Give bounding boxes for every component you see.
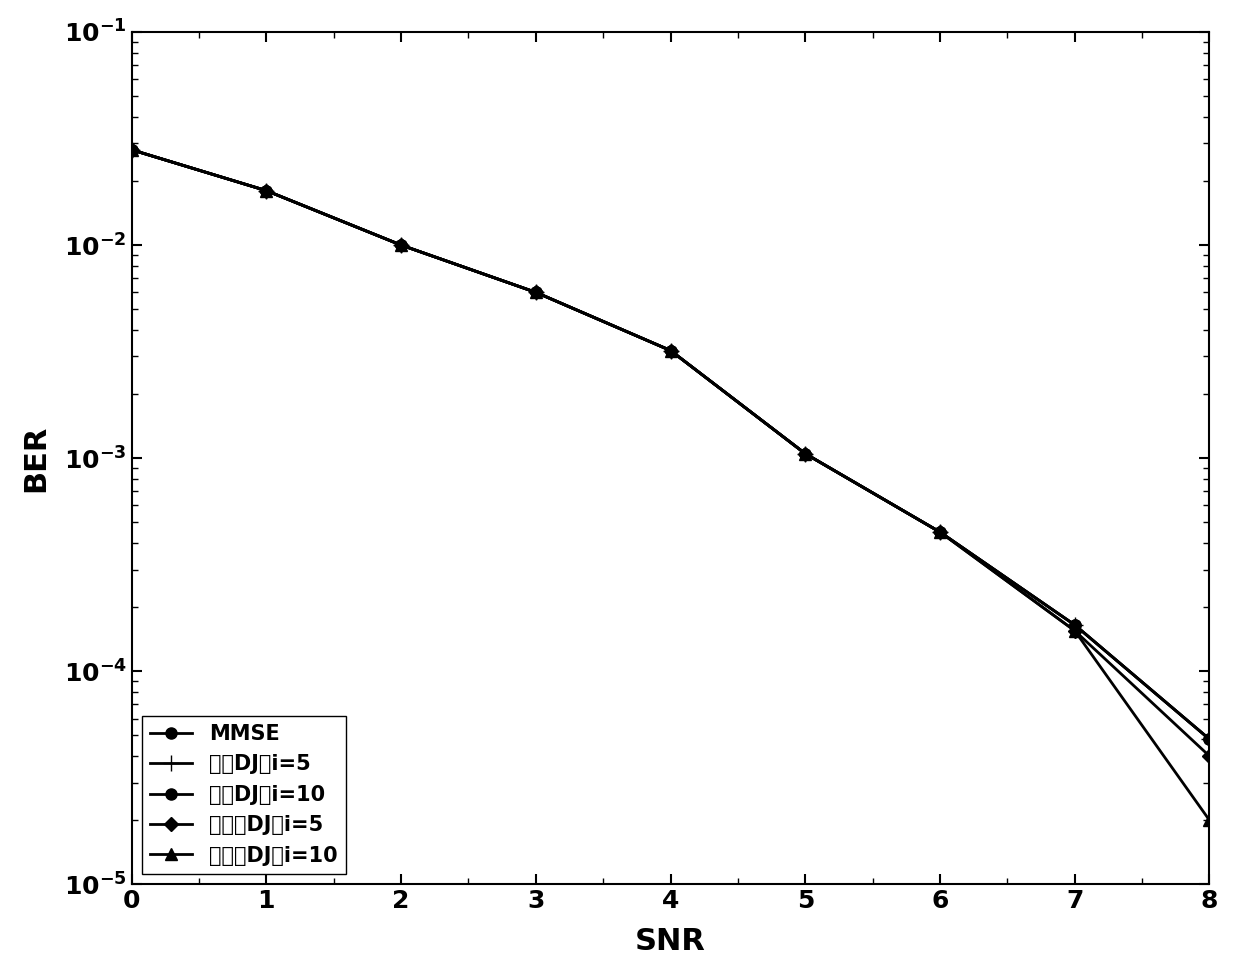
自适应DJ，i=10 — [933, 527, 948, 538]
Line: 自适应DJ，i=5: 自适应DJ，i=5 — [126, 145, 1214, 761]
传统DJ，i=5 — [259, 185, 274, 196]
自适应DJ，i=5 — [259, 185, 274, 196]
MMSE — [394, 239, 409, 251]
MMSE — [933, 527, 948, 538]
传统DJ，i=5 — [933, 527, 948, 538]
传统DJ，i=5 — [663, 345, 678, 357]
Line: 传统DJ，i=5: 传统DJ，i=5 — [123, 142, 1218, 747]
Line: 传统DJ，i=10: 传统DJ，i=10 — [126, 145, 1215, 744]
自适应DJ，i=10 — [1202, 815, 1217, 827]
传统DJ，i=10 — [259, 185, 274, 196]
传统DJ，i=10 — [394, 239, 409, 251]
传统DJ，i=5 — [798, 447, 813, 459]
自适应DJ，i=10 — [394, 239, 409, 251]
传统DJ，i=5 — [528, 286, 543, 298]
传统DJ，i=10 — [528, 286, 543, 298]
Y-axis label: BER: BER — [21, 424, 50, 491]
MMSE — [124, 144, 139, 155]
传统DJ，i=10 — [1202, 734, 1217, 745]
自适应DJ，i=5 — [124, 144, 139, 155]
MMSE — [663, 345, 678, 357]
自适应DJ，i=5 — [1202, 750, 1217, 762]
Line: MMSE: MMSE — [126, 145, 1215, 744]
MMSE — [1202, 734, 1217, 745]
自适应DJ，i=5 — [528, 286, 543, 298]
Line: 自适应DJ，i=10: 自适应DJ，i=10 — [125, 144, 1215, 827]
自适应DJ，i=10 — [259, 185, 274, 196]
MMSE — [259, 185, 274, 196]
传统DJ，i=10 — [933, 527, 948, 538]
传统DJ，i=10 — [663, 345, 678, 357]
X-axis label: SNR: SNR — [636, 927, 706, 956]
传统DJ，i=10 — [1067, 619, 1082, 631]
传统DJ，i=5 — [1202, 734, 1217, 745]
传统DJ，i=5 — [1067, 619, 1082, 631]
自适应DJ，i=10 — [528, 286, 543, 298]
MMSE — [528, 286, 543, 298]
传统DJ，i=5 — [124, 144, 139, 155]
自适应DJ，i=10 — [798, 447, 813, 459]
自适应DJ，i=10 — [1067, 625, 1082, 637]
自适应DJ，i=5 — [663, 345, 678, 357]
传统DJ，i=10 — [124, 144, 139, 155]
自适应DJ，i=5 — [933, 527, 948, 538]
自适应DJ，i=5 — [1067, 625, 1082, 637]
自适应DJ，i=10 — [663, 345, 678, 357]
自适应DJ，i=5 — [394, 239, 409, 251]
Legend: MMSE, 传统DJ，i=5, 传统DJ，i=10, 自适应DJ，i=5, 自适应DJ，i=10: MMSE, 传统DJ，i=5, 传统DJ，i=10, 自适应DJ，i=5, 自适… — [142, 716, 346, 874]
MMSE — [1067, 619, 1082, 631]
自适应DJ，i=10 — [124, 144, 139, 155]
MMSE — [798, 447, 813, 459]
传统DJ，i=10 — [798, 447, 813, 459]
自适应DJ，i=5 — [798, 447, 813, 459]
传统DJ，i=5 — [394, 239, 409, 251]
